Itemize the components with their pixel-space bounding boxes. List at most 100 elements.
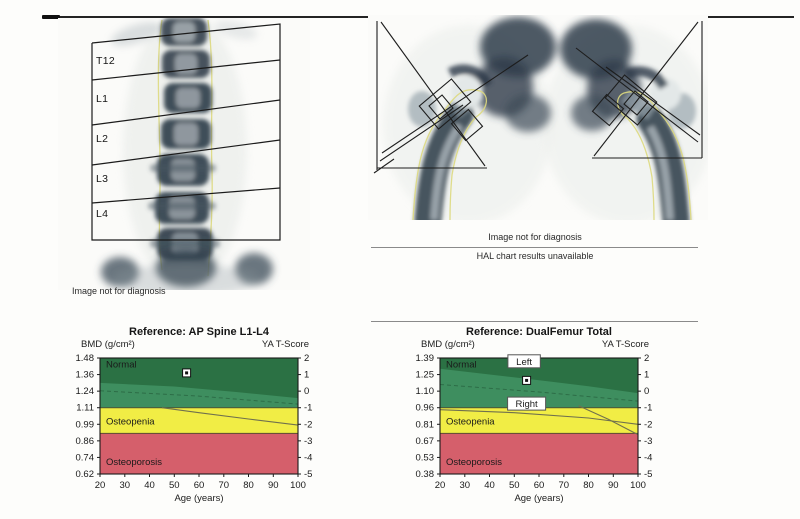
page-top-border-cap <box>42 15 60 19</box>
femur-roi-overlay-left <box>373 21 529 174</box>
tscore-tick-label: -5 <box>304 469 312 480</box>
age-tick-label: 20 <box>435 480 446 491</box>
point-callout-right: Right <box>507 396 547 411</box>
spine-region-label-l4: L4 <box>96 208 109 220</box>
bmd-tick-label: 0.74 <box>76 452 95 463</box>
zone-label: Osteopenia <box>106 416 155 427</box>
bmd-tick-label: 0.86 <box>76 436 95 447</box>
spine-roi-grid <box>91 23 281 241</box>
chart-plot-area: Normal Osteopenia Osteoporosis 1.39 2 1.25 1 1.… <box>400 350 712 492</box>
dualfemur-reference-chart: Reference: DualFemur Total BMD (g/cm²) Y… <box>400 326 712 514</box>
bmd-tick-label: 1.25 <box>416 370 435 381</box>
age-tick-label: 60 <box>534 480 545 491</box>
zone-osteoporosis <box>100 433 298 474</box>
bmd-tick-label: 0.67 <box>416 436 435 447</box>
spine-scan-image <box>58 12 310 296</box>
age-reference-band <box>440 358 638 394</box>
tscore-axis-label: YA T-Score <box>601 339 649 350</box>
chart-title: Reference: AP Spine L1-L4 <box>129 326 269 338</box>
age-tick-label: 30 <box>460 480 471 491</box>
divider-line-lower <box>371 321 698 322</box>
tscore-tick-label: 0 <box>644 386 649 397</box>
age-tick-label: 60 <box>194 480 205 491</box>
tscore-tick-label: -3 <box>644 436 652 447</box>
tscore-tick-label: -3 <box>304 436 312 447</box>
tscore-tick-label: -1 <box>304 403 312 414</box>
bmd-tick-label: 1.24 <box>76 386 95 397</box>
bmd-axis-label: BMD (g/cm²) <box>81 339 135 350</box>
bmd-tick-label: 0.99 <box>76 419 95 430</box>
tscore-tick-label: -4 <box>644 452 652 463</box>
age-tick-label: 90 <box>268 480 279 491</box>
age-tick-label: 40 <box>144 480 155 491</box>
age-tick-label: 20 <box>95 480 106 491</box>
age-tick-label: 90 <box>608 480 619 491</box>
spine-xray-graphic <box>58 12 310 296</box>
reference-faint-curve <box>439 384 639 402</box>
tscore-tick-label: -2 <box>304 419 312 430</box>
tscore-tick-label: -4 <box>304 452 312 463</box>
x-axis-label: Age (years) <box>174 493 224 504</box>
bmd-tick-label: 1.10 <box>416 386 435 397</box>
reference-faint-curve <box>99 390 299 405</box>
age-tick-label: 100 <box>630 480 646 491</box>
tscore-tick-label: 0 <box>304 386 309 397</box>
femur-roi-overlay-right <box>575 21 703 159</box>
svg-text:Right: Right <box>516 399 539 410</box>
femur-caption: Image not for diagnosis <box>488 232 582 242</box>
femur-xray-graphic <box>368 15 713 234</box>
zone-label: Normal <box>446 360 477 371</box>
chart-title: Reference: DualFemur Total <box>466 326 612 338</box>
spine-region-label-l3: L3 <box>96 173 109 185</box>
bmd-axis-label: BMD (g/cm²) <box>421 339 475 350</box>
divider-line-upper <box>371 247 698 248</box>
spine-caption: Image not for diagnosis <box>72 286 166 296</box>
bmd-data-point <box>522 375 532 385</box>
x-axis-label: Age (years) <box>514 493 564 504</box>
age-tick-label: 80 <box>243 480 254 491</box>
age-tick-label: 100 <box>290 480 306 491</box>
tscore-tick-label: 1 <box>644 370 649 381</box>
zone-label: Osteopenia <box>446 416 495 427</box>
age-tick-label: 50 <box>169 480 180 491</box>
spine-region-label-l1: L1 <box>96 93 109 105</box>
spine-region-label-l2: L2 <box>96 133 109 145</box>
bmd-tick-label: 1.36 <box>76 370 95 381</box>
age-tick-label: 80 <box>583 480 594 491</box>
zone-label: Osteoporosis <box>446 457 502 468</box>
reference-curve <box>578 405 639 436</box>
tscore-axis-label: YA T-Score <box>261 339 309 350</box>
svg-text:Left: Left <box>516 357 532 368</box>
age-tick-label: 30 <box>120 480 131 491</box>
zone-label: Osteoporosis <box>106 457 162 468</box>
age-tick-label: 40 <box>484 480 495 491</box>
tscore-tick-label: 2 <box>304 353 309 364</box>
bmd-tick-label: 1.39 <box>416 353 435 364</box>
bmd-tick-label: 1.11 <box>76 403 94 414</box>
femur-scan-image <box>368 15 713 234</box>
age-reference-band <box>100 358 298 399</box>
age-tick-label: 50 <box>509 480 520 491</box>
age-tick-label: 70 <box>559 480 570 491</box>
bmd-tick-label: 1.48 <box>76 353 95 364</box>
reference-curve <box>161 407 299 426</box>
bmd-tick-label: 0.96 <box>416 403 435 414</box>
tscore-tick-label: -2 <box>644 419 652 430</box>
bmd-tick-label: 0.53 <box>416 452 435 463</box>
bmd-tick-label: 0.38 <box>416 469 435 480</box>
bmd-tick-label: 0.62 <box>76 469 95 480</box>
tscore-tick-label: -5 <box>644 469 652 480</box>
spine-reference-chart: Reference: AP Spine L1-L4 BMD (g/cm²) YA… <box>60 326 372 514</box>
zone-label: Normal <box>106 360 137 371</box>
bmd-data-point <box>182 368 192 378</box>
bmd-tick-label: 0.81 <box>416 419 435 430</box>
point-callout-left: Left <box>507 354 541 369</box>
zone-osteoporosis <box>440 433 638 474</box>
age-tick-label: 70 <box>219 480 230 491</box>
tscore-tick-label: 2 <box>644 353 649 364</box>
chart-plot-area: Normal Osteopenia Osteoporosis 1.48 2 1.36 1 1.… <box>60 350 372 492</box>
tscore-tick-label: 1 <box>304 370 309 381</box>
reference-curve <box>439 409 639 425</box>
spine-region-label-t12: T12 <box>96 55 115 67</box>
